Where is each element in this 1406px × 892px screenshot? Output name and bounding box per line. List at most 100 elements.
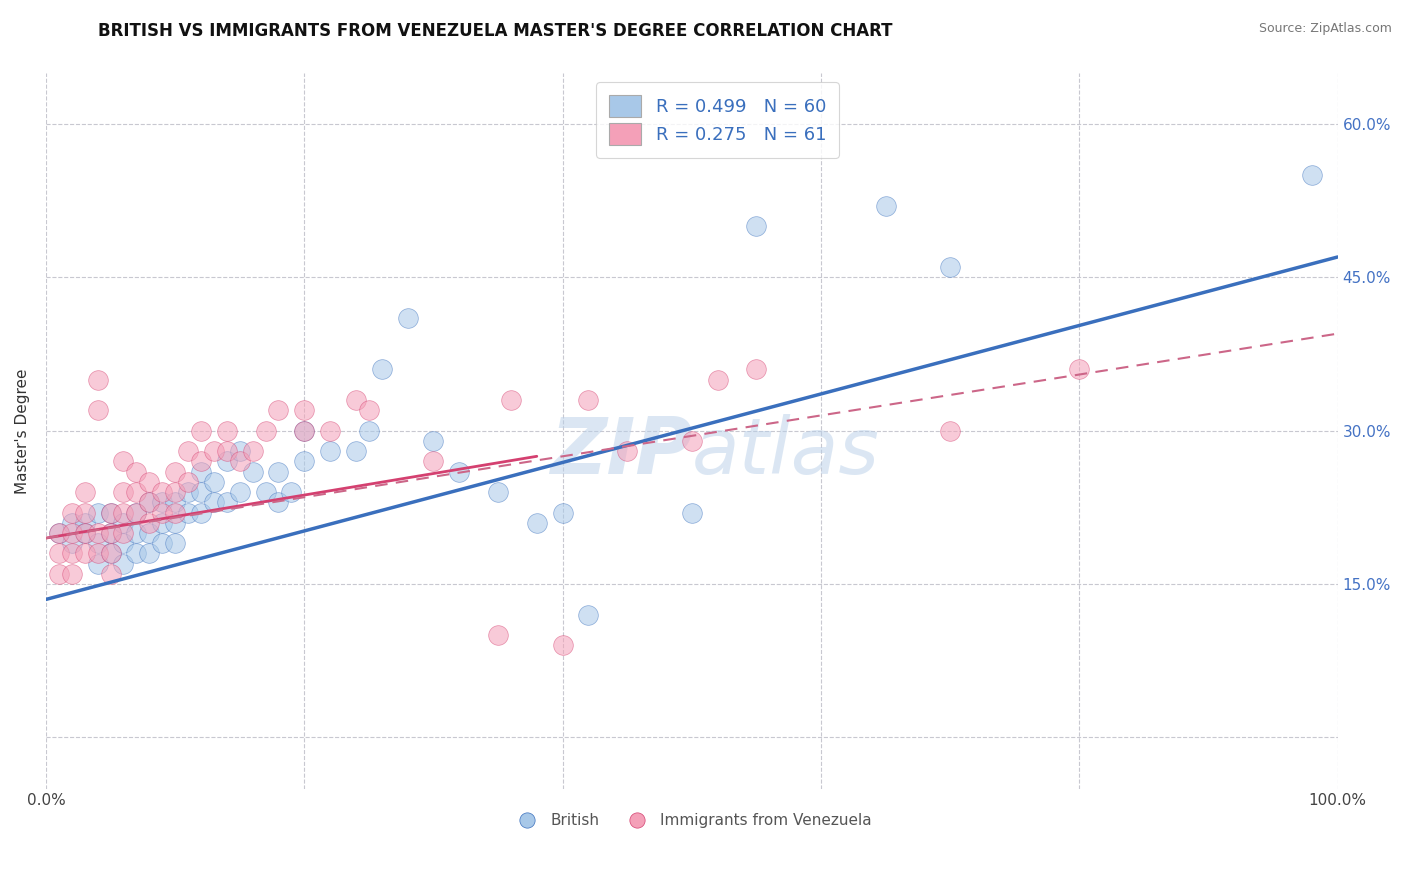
Point [875,199,897,213]
Point [150,495,173,509]
Legend: British, Immigrants from Venezuela: British, Immigrants from Venezuela [506,807,877,835]
Point [100,566,122,581]
Point [1301,168,1323,182]
Point [267,403,290,417]
Point [138,546,160,560]
Point [228,454,250,468]
Point [86,373,108,387]
Point [371,362,394,376]
Point [1069,362,1091,376]
Point [357,424,380,438]
Point [344,444,367,458]
Point [73,516,96,530]
Point [112,506,135,520]
Point [86,506,108,520]
Point [254,485,277,500]
Point [190,465,212,479]
Point [112,485,135,500]
Point [292,403,315,417]
Point [112,516,135,530]
Point [215,495,238,509]
Point [73,546,96,560]
Point [73,485,96,500]
Point [60,516,83,530]
Point [100,526,122,541]
Point [292,424,315,438]
Point [177,506,200,520]
Text: Source: ZipAtlas.com: Source: ZipAtlas.com [1258,22,1392,36]
Text: ZIP: ZIP [550,414,692,491]
Point [242,444,264,458]
Point [60,506,83,520]
Point [202,495,225,509]
Point [706,373,728,387]
Point [486,485,509,500]
Point [112,536,135,550]
Point [190,424,212,438]
Point [125,506,148,520]
Point [242,465,264,479]
Point [125,506,148,520]
Point [100,526,122,541]
Point [616,444,638,458]
Point [396,311,419,326]
Point [138,495,160,509]
Point [681,434,703,448]
Point [254,424,277,438]
Point [138,526,160,541]
Point [499,393,522,408]
Point [165,495,187,509]
Text: atlas: atlas [692,414,880,491]
Point [267,495,290,509]
Point [280,485,302,500]
Point [190,454,212,468]
Point [100,546,122,560]
Point [73,506,96,520]
Point [150,485,173,500]
Point [165,485,187,500]
Point [86,557,108,571]
Point [100,506,122,520]
Point [60,536,83,550]
Point [292,454,315,468]
Point [86,526,108,541]
Point [215,444,238,458]
Point [73,526,96,541]
Point [422,434,444,448]
Point [319,444,342,458]
Point [177,475,200,489]
Point [86,403,108,417]
Point [526,516,548,530]
Point [112,526,135,541]
Point [319,424,342,438]
Point [112,557,135,571]
Point [267,465,290,479]
Point [48,546,70,560]
Point [48,526,70,541]
Point [100,546,122,560]
Point [165,536,187,550]
Point [228,444,250,458]
Point [681,506,703,520]
Point [228,485,250,500]
Point [745,219,768,234]
Point [745,362,768,376]
Point [578,393,600,408]
Point [125,526,148,541]
Point [551,506,574,520]
Point [138,475,160,489]
Text: BRITISH VS IMMIGRANTS FROM VENEZUELA MASTER'S DEGREE CORRELATION CHART: BRITISH VS IMMIGRANTS FROM VENEZUELA MAS… [98,22,893,40]
Point [486,628,509,642]
Point [150,536,173,550]
Point [48,566,70,581]
Point [165,465,187,479]
Point [202,444,225,458]
Point [551,639,574,653]
Point [578,607,600,622]
Point [449,465,471,479]
Point [215,454,238,468]
Point [112,454,135,468]
Point [357,403,380,417]
Point [138,516,160,530]
Point [190,506,212,520]
